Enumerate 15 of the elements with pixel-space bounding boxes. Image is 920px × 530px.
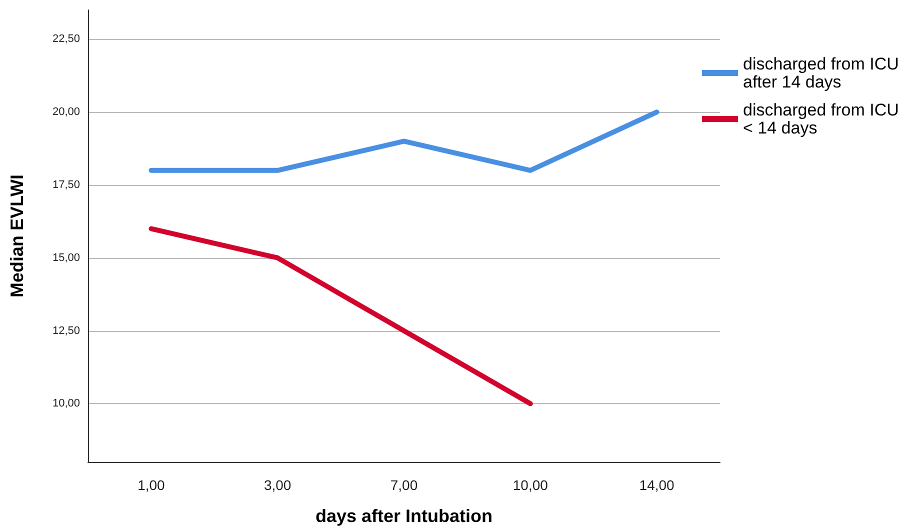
x-tick-label: 7,00 xyxy=(390,477,418,493)
x-tick-label: 3,00 xyxy=(264,477,292,493)
y-tick-label: 17,50 xyxy=(52,178,80,191)
legend-label: discharged from ICU after 14 days xyxy=(743,54,904,92)
x-tick-label: 1,00 xyxy=(138,477,166,493)
y-tick-label: 20,00 xyxy=(52,106,80,118)
y-axis-title: Median EVLWI xyxy=(7,174,27,298)
y-tick-label: 12,50 xyxy=(52,324,80,337)
x-tick-label: 10,00 xyxy=(512,477,548,493)
y-tick-label: 15,00 xyxy=(52,252,80,264)
x-tick-label: 14,00 xyxy=(639,477,675,493)
y-tick-label: 10,00 xyxy=(52,398,80,410)
legend-label: discharged from ICU < 14 days xyxy=(743,100,904,138)
y-tick-label: 22,50 xyxy=(52,33,80,46)
x-axis-title: days after Intubation xyxy=(315,506,493,526)
